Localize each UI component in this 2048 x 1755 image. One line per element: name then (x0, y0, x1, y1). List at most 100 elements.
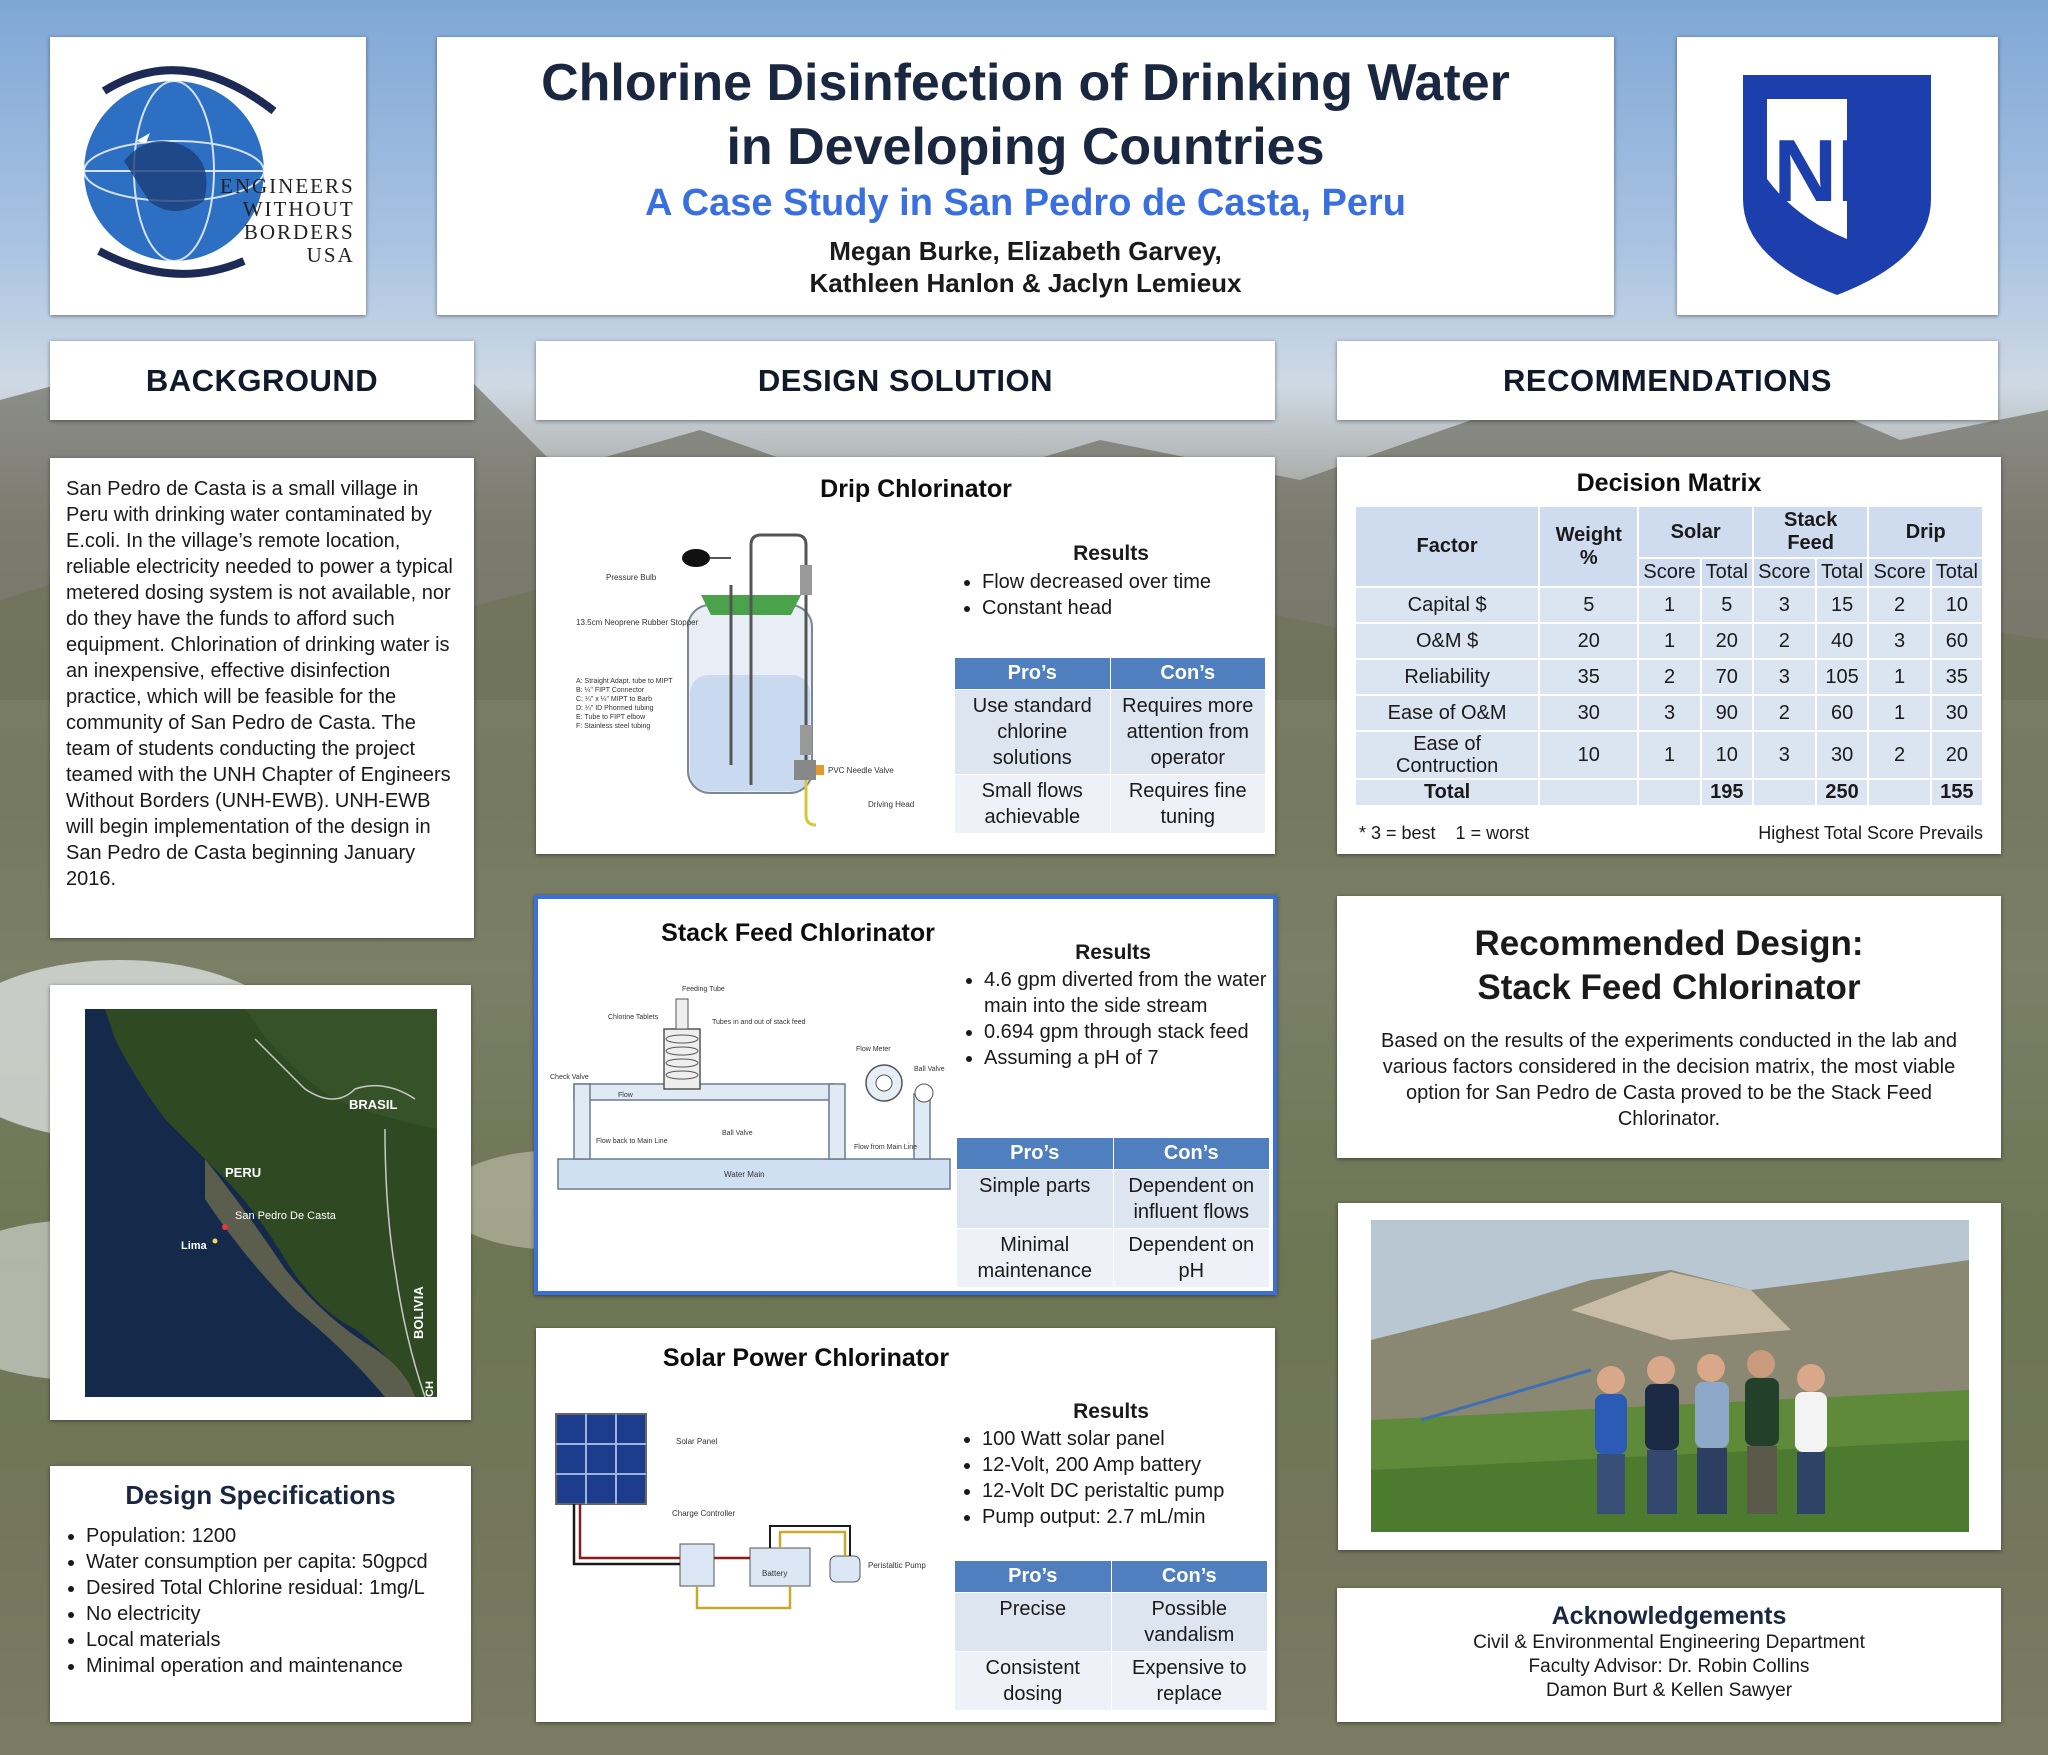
dm-value-cell: 70 (1699, 658, 1754, 696)
drip-label-pressure-bulb: Pressure Bulb (606, 573, 657, 582)
drip-label-driving-head: Driving Head (868, 800, 914, 809)
dm-value-cell: 90 (1699, 694, 1754, 732)
dm-factor-cell: Ease of O&M (1353, 694, 1541, 732)
solar-label-pump: Peristaltic Pump (868, 1561, 926, 1570)
drip-label-stopper: 13.5cm Neoprene Rubber Stopper (576, 618, 699, 627)
dm-value-cell: 10 (1538, 730, 1640, 780)
pro-cell: Use standard chlorine solutions (954, 689, 1111, 775)
con-cell: Requires more attention from operator (1109, 689, 1266, 775)
pros-header: Pro’s (954, 657, 1111, 690)
solar-label-panel: Solar Panel (676, 1437, 718, 1446)
dm-value-cell: 35 (1538, 658, 1640, 696)
drip-results-list: Flow decreased over time Constant head (956, 569, 1292, 621)
solar-result-item: Pump output: 2.7 mL/min (982, 1504, 1292, 1530)
con-cell: Possible vandalism (1110, 1592, 1268, 1652)
dm-value-cell: 2 (1867, 730, 1932, 780)
dm-value-cell: 1 (1637, 622, 1702, 660)
ewb-line4: USA (306, 243, 355, 267)
dm-value-cell: 1 (1867, 658, 1932, 696)
dm-total-cell (1538, 778, 1640, 807)
dm-value-cell: 1 (1867, 694, 1932, 732)
dm-header-solar: Solar (1637, 505, 1754, 559)
team-photo (1371, 1220, 1969, 1532)
dm-value-cell: 2 (1637, 658, 1702, 696)
solar-result-item: 100 Watt solar panel (982, 1426, 1292, 1452)
map-label-bolivia: BOLIVIA (411, 1286, 426, 1339)
solar-label-controller: Charge Controller (672, 1509, 735, 1518)
dm-value-cell: 3 (1751, 586, 1817, 624)
dm-value-cell: 35 (1929, 658, 1985, 696)
solar-results-list: 100 Watt solar panel 12-Volt, 200 Amp ba… (956, 1426, 1292, 1530)
drip-legend-2: C: ¼" x ¼" MIPT to Barb (576, 696, 652, 703)
map-label-chile: CH (424, 1381, 436, 1397)
dm-total-cell: 250 (1814, 778, 1870, 807)
stack-results-list: 4.6 gpm diverted from the water main int… (958, 967, 1274, 1071)
solar-results-title: Results (1073, 1400, 1149, 1423)
dm-value-cell: 3 (1751, 658, 1817, 696)
dm-value-cell: 30 (1929, 694, 1985, 732)
dm-subheader: Total (1814, 557, 1870, 588)
stack-label-flow-back: Flow back to Main Line (596, 1138, 668, 1145)
background-header: BACKGROUND (50, 341, 474, 420)
drip-legend-5: F: Stainless steel tubing (576, 723, 650, 730)
poster-title-line1: Chlorine Disinfection of Drinking Water (541, 54, 1510, 112)
lima-marker (212, 1238, 218, 1244)
pro-cell: Minimal maintenance (956, 1228, 1114, 1288)
dm-value-cell: 40 (1814, 622, 1870, 660)
drip-result-item: Flow decreased over time (982, 569, 1292, 595)
stack-result-item: Assuming a pH of 7 (984, 1045, 1274, 1071)
design-specs-title: Design Specifications (125, 1480, 396, 1510)
solar-diagram: Solar Panel Charge Controller Battery Pe… (555, 1413, 926, 1610)
ack-line: Damon Burt & Kellen Sawyer (1545, 1680, 1793, 1701)
unh-logo-panel: NH (1677, 37, 1998, 315)
stack-label-feeding-tube: Feeding Tube (682, 986, 725, 993)
spec-item: Population: 1200 (86, 1523, 461, 1549)
unh-shield-logo: NH (1743, 75, 1931, 295)
dm-value-cell: 2 (1751, 622, 1817, 660)
cons-header: Con’s (1112, 1137, 1270, 1170)
con-cell: Expensive to replace (1110, 1651, 1268, 1711)
team-photo-panel (1338, 1203, 2001, 1550)
stack-label-tablets: Chlorine Tablets (608, 1014, 659, 1021)
stack-label-tubes: Tubes in and out of stack feed (712, 1019, 806, 1026)
pro-cell: Simple parts (956, 1169, 1114, 1229)
spec-item: Minimal operation and maintenance (86, 1653, 461, 1679)
poster-subtitle: A Case Study in San Pedro de Casta, Peru (645, 182, 1406, 224)
dm-total-cell (1751, 778, 1817, 807)
dm-value-cell: 2 (1867, 586, 1932, 624)
drip-label-valve: PVC Needle Valve (828, 766, 894, 775)
dm-value-cell: 15 (1814, 586, 1870, 624)
dm-total-cell: 195 (1699, 778, 1754, 807)
con-cell: Dependent on influent flows (1112, 1169, 1270, 1229)
poster-title-line2: in Developing Countries (726, 118, 1325, 176)
dm-value-cell: 5 (1699, 586, 1754, 624)
dm-value-cell: 10 (1929, 586, 1985, 624)
pro-cell: Consistent dosing (954, 1651, 1112, 1711)
design-specs-list: Population: 1200 Water consumption per c… (60, 1523, 461, 1679)
dm-header-factor: Factor (1353, 505, 1541, 588)
stack-label-flow-from: Flow from Main Line (854, 1144, 917, 1151)
site-marker (222, 1224, 228, 1230)
ewb-line2: WITHOUT (242, 197, 355, 221)
dm-subheader: Total (1929, 557, 1985, 588)
stack-results-title: Results (1075, 941, 1151, 964)
dm-value-cell: 30 (1538, 694, 1640, 732)
stack-feed-diagram: Feeding Tube Chlorine Tablets Tubes in a… (550, 986, 951, 1190)
ewb-logo-text: ENGINEERS WITHOUT BORDERS USA (220, 175, 355, 267)
dm-factor-cell: Ease of Contruction (1353, 730, 1541, 780)
solar-pros-cons-table: Pro’s Con’s Precise Possible vandalism Con… (954, 1560, 1268, 1711)
dm-value-cell: 3 (1867, 622, 1932, 660)
dm-header-stack: Stack Feed (1751, 505, 1870, 559)
cons-header: Con’s (1110, 1560, 1268, 1593)
dm-subheader: Total (1699, 557, 1754, 588)
map-label-lima: Lima (181, 1240, 208, 1252)
solar-label-battery: Battery (762, 1569, 787, 1578)
stack-label-flow-meter: Flow Meter (856, 1046, 891, 1053)
acknowledgements-panel: Acknowledgements Civil & Environmental E… (1337, 1588, 2001, 1722)
dm-header-drip: Drip (1867, 505, 1984, 559)
drip-diagram: Pressure Bulb 13.5cm Neoprene Rubber Sto… (576, 533, 914, 827)
recommended-title-line1: Recommended Design: (1474, 924, 1864, 963)
dm-header-weight: Weight % (1538, 505, 1640, 588)
dm-value-cell: 5 (1538, 586, 1640, 624)
dm-row: Capital $5 1 5 3 15 2 10 (1353, 586, 1985, 624)
